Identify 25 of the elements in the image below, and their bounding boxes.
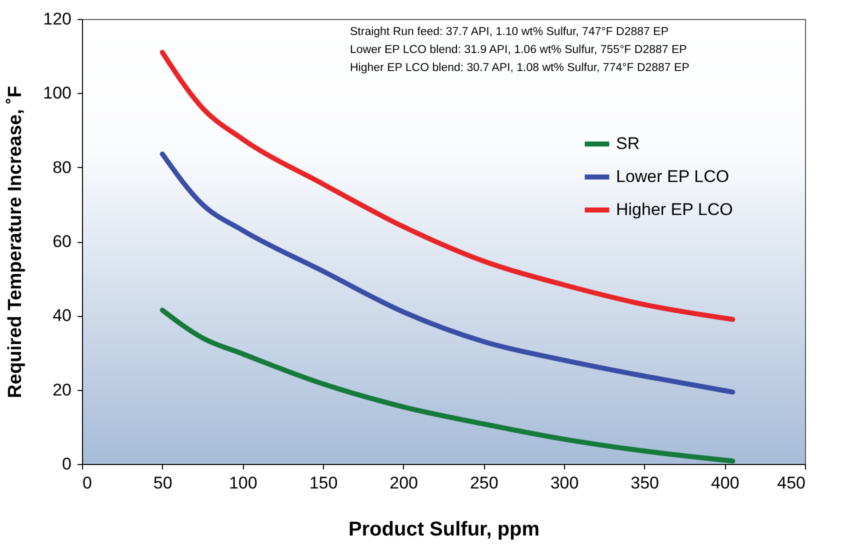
- x-tick-label: 450: [777, 474, 806, 492]
- legend-label: SR: [616, 134, 640, 153]
- x-axis-title: Product Sulfur, ppm: [348, 518, 540, 540]
- legend-label: Higher EP LCO: [616, 200, 733, 219]
- annotation: Straight Run feed: 37.7 API, 1.10 wt% Sulfur, 747°F D2887 EP: [350, 26, 669, 38]
- y-tick-label: 0: [62, 454, 72, 474]
- x-tick-label: 300: [550, 474, 579, 492]
- x-tick-label: 250: [470, 474, 498, 492]
- legend-label: Lower EP LCO: [616, 167, 730, 186]
- x-tick-label: 400: [710, 474, 740, 492]
- x-tick-label: 50: [153, 474, 172, 492]
- y-tick-label: 40: [52, 306, 72, 326]
- y-tick-label: 100: [43, 84, 72, 103]
- x-tick-label: 0: [82, 474, 92, 492]
- x-tick-label: 350: [630, 474, 660, 492]
- y-tick-label: 80: [52, 158, 72, 177]
- annotation: Lower EP LCO blend: 31.9 API, 1.06 wt% Sulfur, 755°F D2887 EP: [350, 44, 688, 56]
- x-tick-label: 100: [228, 474, 258, 492]
- y-tick-label: 20: [52, 380, 72, 400]
- y-tick-label: 120: [43, 10, 72, 28]
- x-tick-label: 200: [390, 474, 418, 492]
- y-tick-label: 60: [52, 232, 72, 251]
- y-axis-title: Required Temperature Increase, ˚F: [5, 86, 26, 398]
- annotation: Higher EP LCO blend: 30.7 API, 1.08 wt% Sulfur, 774°F D2887 EP: [350, 62, 690, 74]
- x-tick-label: 150: [309, 474, 338, 492]
